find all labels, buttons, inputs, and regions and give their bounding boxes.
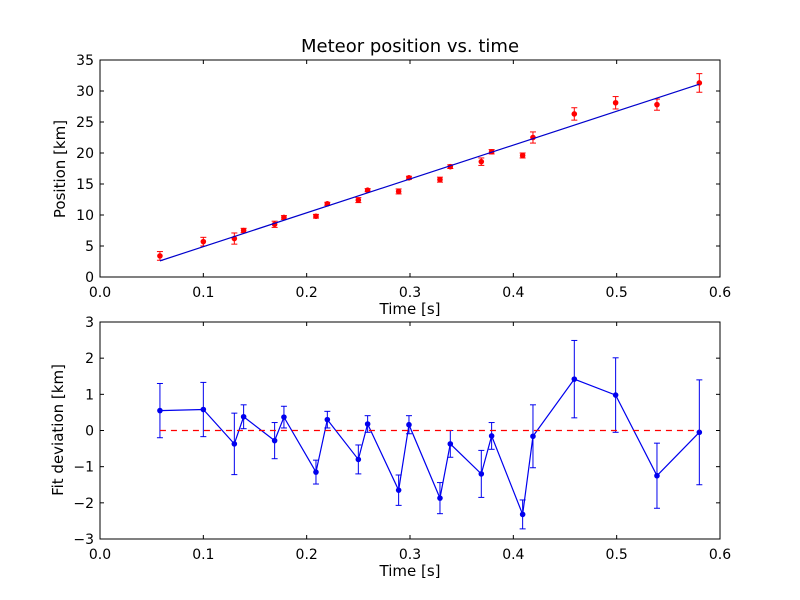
y-tick-label: 3 — [85, 315, 94, 331]
y-axis-label: Fit deviation [km] — [49, 364, 67, 496]
data-point — [355, 197, 362, 203]
data-point — [395, 487, 402, 493]
fit-line — [159, 83, 700, 262]
data-point — [612, 392, 619, 398]
x-tick-label: 0.6 — [709, 547, 731, 563]
data-point — [157, 253, 163, 259]
x-tick-label: 0.4 — [502, 547, 524, 563]
x-tick-label: 0.1 — [192, 285, 214, 301]
y-tick-label: 0 — [85, 424, 94, 440]
y-tick-label: 0 — [85, 270, 94, 286]
data-point — [281, 414, 287, 420]
data-point — [447, 441, 454, 447]
x-tick-label: 0.3 — [399, 285, 421, 301]
data-point — [324, 416, 331, 423]
y-tick-label: 1 — [85, 387, 94, 403]
data-point — [519, 511, 526, 518]
x-tick-label: 0.2 — [296, 285, 318, 301]
data-point — [654, 101, 660, 108]
y-tick-label: −3 — [73, 532, 94, 548]
x-axis-label: Time [s] — [379, 562, 441, 580]
deviation-line — [159, 378, 700, 517]
data-point — [313, 213, 319, 220]
data-point — [364, 421, 371, 427]
y-axis-label: Position [km] — [51, 120, 69, 218]
y-tick-label: 20 — [76, 146, 94, 162]
y-tick-label: 35 — [76, 53, 94, 69]
x-tick-label: 0.1 — [192, 547, 214, 563]
position-chart: Meteor position vs. time Time [s] Positi… — [51, 36, 731, 318]
data-point — [478, 158, 485, 165]
data-point — [240, 413, 247, 420]
x-axis-label: Time [s] — [379, 300, 441, 318]
data-point — [200, 406, 207, 413]
data-point — [395, 188, 402, 195]
data-point — [519, 152, 526, 159]
data-point — [281, 214, 287, 221]
x-tick-label: 0.2 — [296, 547, 318, 563]
data-point — [571, 111, 578, 117]
y-tick-label: 30 — [76, 84, 94, 100]
data-point — [406, 421, 412, 428]
data-point — [231, 441, 238, 447]
data-point — [488, 433, 495, 439]
data-point — [478, 471, 485, 477]
x-tick-label: 0.4 — [502, 285, 524, 301]
data-point — [571, 376, 578, 382]
deviation-chart: Time [s] Fit deviation [km] 0.0 0.1 0.2 0.3… — [49, 315, 731, 580]
data-point — [437, 495, 443, 501]
data-point — [612, 99, 619, 106]
x-tick-label: 0.3 — [399, 547, 421, 563]
x-tick-label: 0.6 — [709, 285, 731, 301]
data-point — [355, 456, 362, 463]
data-point — [240, 227, 247, 234]
chart-title: Meteor position vs. time — [301, 36, 519, 57]
x-tick-label: 0.0 — [89, 547, 111, 563]
data-point — [157, 407, 163, 414]
x-tick-label: 0.5 — [606, 547, 628, 563]
data-point — [271, 437, 278, 444]
data-point — [313, 469, 319, 475]
y-tick-label: 25 — [76, 115, 94, 131]
data-point — [654, 472, 660, 479]
data-point — [200, 238, 207, 245]
plot-area: 0.0 0.1 0.2 0.3 0.4 0.5 0.6 −3 −2 −1 0 1 2 3 — [73, 315, 731, 563]
y-tick-label: 2 — [85, 351, 94, 367]
y-tick-label: 15 — [76, 177, 94, 193]
plot-area: 0.0 0.1 0.2 0.3 0.4 0.5 0.6 0 5 10 15 20 25 30 35 — [76, 53, 731, 301]
data-point — [530, 433, 536, 440]
x-tick-label: 0.0 — [89, 285, 111, 301]
y-tick-label: 5 — [85, 239, 94, 255]
x-tick-label: 0.5 — [606, 285, 628, 301]
y-tick-label: −1 — [73, 460, 94, 476]
data-point — [437, 176, 443, 183]
y-tick-label: −2 — [73, 496, 94, 512]
y-tick-label: 10 — [76, 208, 94, 224]
